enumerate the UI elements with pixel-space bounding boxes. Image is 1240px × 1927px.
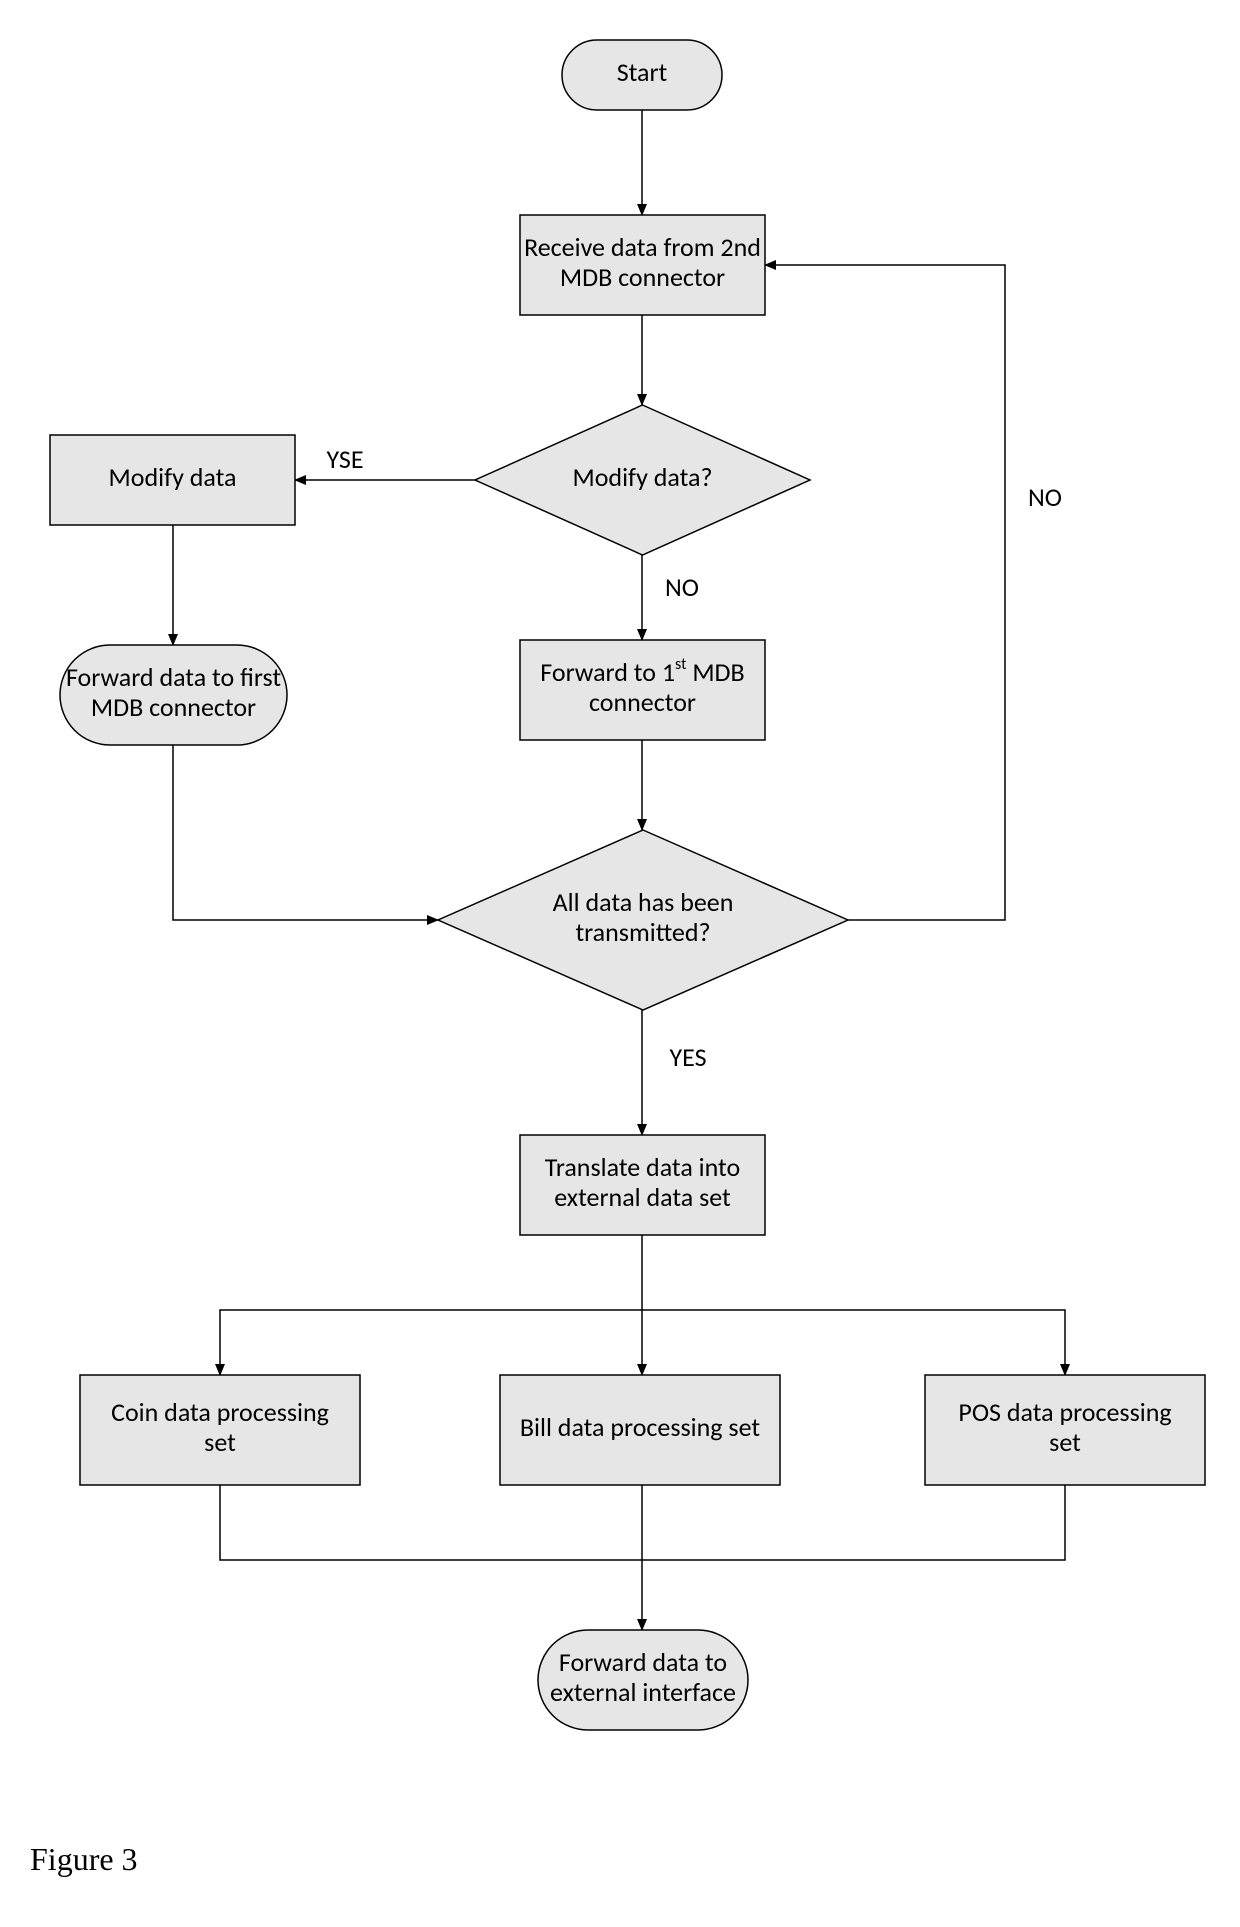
node-n_coin: Coin data processingset <box>80 1375 360 1485</box>
node-n_fwd_ext: Forward data toexternal interface <box>538 1630 748 1730</box>
edge-label-4: NO <box>665 571 699 603</box>
node-n_modify: Modify data <box>50 435 295 525</box>
node-n_q_modify: Modify data? <box>475 405 810 555</box>
node-n_translate: Translate data intoexternal data set <box>520 1135 765 1235</box>
node-n_start: Start <box>562 40 722 110</box>
node-n_fwd_first: Forward data to firstMDB connector <box>60 645 287 745</box>
flowchart-canvas: YSE NO NO YES Start Receive data from 2ndMDB… <box>0 0 1240 1927</box>
svg-text:Modify data: Modify data <box>109 461 237 493</box>
svg-text:Forward data toexternal interf: Forward data toexternal interface <box>550 1646 736 1708</box>
edge-13 <box>220 1485 642 1560</box>
node-n_fwd_1st: Forward to 1st MDBconnector <box>520 640 765 740</box>
edge-12 <box>642 1310 1065 1375</box>
edge-label-8: YES <box>669 1041 706 1073</box>
svg-text:Translate data intoexternal da: Translate data intoexternal data set <box>545 1151 740 1213</box>
node-n_bill: Bill data processing set <box>500 1375 780 1485</box>
edge-6 <box>173 745 438 920</box>
svg-text:All data has beentransmitted?: All data has beentransmitted? <box>553 886 734 948</box>
svg-text:Start: Start <box>617 56 668 88</box>
edge-10 <box>220 1310 642 1375</box>
edge-label-7: NO <box>1028 481 1062 513</box>
edge-label-2: YSE <box>326 443 363 475</box>
node-n_receive: Receive data from 2ndMDB connector <box>520 215 765 315</box>
node-n_pos: POS data processingset <box>925 1375 1205 1485</box>
edge-7 <box>765 265 1005 920</box>
svg-text:Forward data to firstMDB conne: Forward data to firstMDB connector <box>66 661 281 723</box>
figure-caption: Figure 3 <box>30 1841 138 1877</box>
svg-text:Bill data processing set: Bill data processing set <box>520 1411 761 1443</box>
svg-text:Modify data?: Modify data? <box>572 461 712 493</box>
node-n_q_alltx: All data has beentransmitted? <box>438 830 848 1010</box>
edge-15 <box>642 1485 1065 1560</box>
